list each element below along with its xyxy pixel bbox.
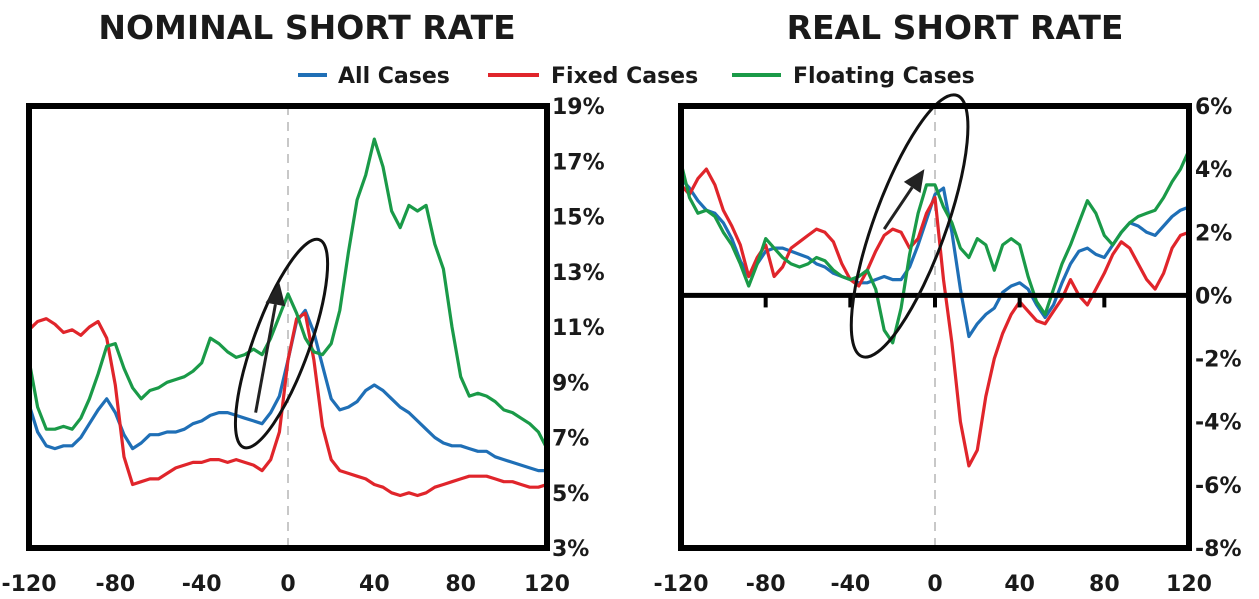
y-tick-label: 13% (552, 261, 605, 286)
annotation-ellipse (233, 237, 330, 450)
chart-title: REAL SHORT RATE (787, 8, 1124, 47)
x-tick-label: 120 (1166, 572, 1212, 597)
y-tick-label: 4% (1195, 158, 1232, 183)
series-layer (27, 137, 549, 498)
y-tick-label: -2% (1195, 348, 1241, 373)
x-tick-label: 40 (1004, 572, 1035, 597)
x-tick-label: 0 (280, 572, 295, 597)
series-line-floating-cases (679, 149, 1191, 345)
annotation-ellipse (849, 93, 970, 359)
x-tick-label: 120 (524, 572, 570, 597)
plot-frame (26, 103, 550, 551)
annotation (233, 237, 330, 450)
annotation-arrow (882, 186, 914, 230)
y-tick-label: 3% (552, 537, 589, 562)
annotation-arrowhead (265, 282, 286, 307)
y-tick-label: 2% (1195, 221, 1232, 246)
x-tick-label: -40 (830, 572, 870, 597)
series-layer (679, 149, 1191, 468)
legend-item-floating-cases: Floating Cases (732, 64, 975, 89)
y-axis-ticks: 3% 5% 7% 9% 11% 13% 15% 17% 19% (552, 95, 605, 562)
y-tick-label: 11% (552, 316, 605, 341)
x-tick-label: 80 (445, 572, 476, 597)
plot-frame (678, 103, 1192, 551)
x-tick-label: 80 (1089, 572, 1120, 597)
y-tick-label: 19% (552, 95, 605, 120)
real-short-rate-chart: REAL SHORT RATE -120 -80 -40 0 40 80 120 -8% -6… (653, 8, 1241, 597)
x-tick-label: 0 (927, 572, 942, 597)
y-tick-label: -8% (1195, 537, 1241, 562)
chart-title: NOMINAL SHORT RATE (98, 8, 515, 47)
zero-line-ticks (763, 295, 1107, 308)
annotation-arrow (254, 304, 277, 413)
x-axis-ticks: -120 -80 -40 0 40 80 120 (1, 572, 570, 597)
y-tick-label: -6% (1195, 474, 1241, 499)
y-tick-label: -4% (1195, 411, 1241, 436)
series-line-fixed-cases (27, 311, 548, 498)
legend-item-all-cases: All Cases (298, 64, 450, 89)
y-axis-ticks: -8% -6% -4% -2% 0% 2% 4% 6% (1195, 95, 1241, 562)
legend-label-fixed-cases: Fixed Cases (551, 64, 698, 89)
x-tick-label: -120 (653, 572, 708, 597)
x-tick-label: -120 (1, 572, 56, 597)
y-tick-label: 0% (1195, 284, 1232, 309)
x-tick-label: -80 (746, 572, 786, 597)
y-tick-label: 5% (552, 482, 589, 507)
x-tick-label: 40 (359, 572, 390, 597)
y-tick-label: 6% (1195, 95, 1232, 120)
y-tick-label: 15% (552, 206, 605, 231)
x-tick-label: -40 (182, 572, 222, 597)
series-line-fixed-cases (679, 167, 1190, 468)
x-tick-label: -80 (95, 572, 135, 597)
y-tick-label: 9% (552, 371, 589, 396)
nominal-short-rate-chart: NOMINAL SHORT RATE -120 -80 -40 0 40 80 120 3%… (1, 8, 604, 597)
series-line-floating-cases (27, 137, 549, 450)
x-axis-ticks: -120 -80 -40 0 40 80 120 (653, 572, 1212, 597)
annotation (849, 93, 970, 359)
series-line-all-cases (679, 177, 1190, 339)
y-tick-label: 7% (552, 427, 589, 452)
legend-item-fixed-cases: Fixed Cases (488, 64, 698, 89)
legend-label-floating-cases: Floating Cases (793, 64, 975, 89)
y-tick-label: 17% (552, 150, 605, 175)
legend: All Cases Fixed Cases Floating Cases (298, 64, 975, 89)
annotation-arrowhead (903, 169, 925, 193)
legend-label-all-cases: All Cases (338, 64, 450, 89)
